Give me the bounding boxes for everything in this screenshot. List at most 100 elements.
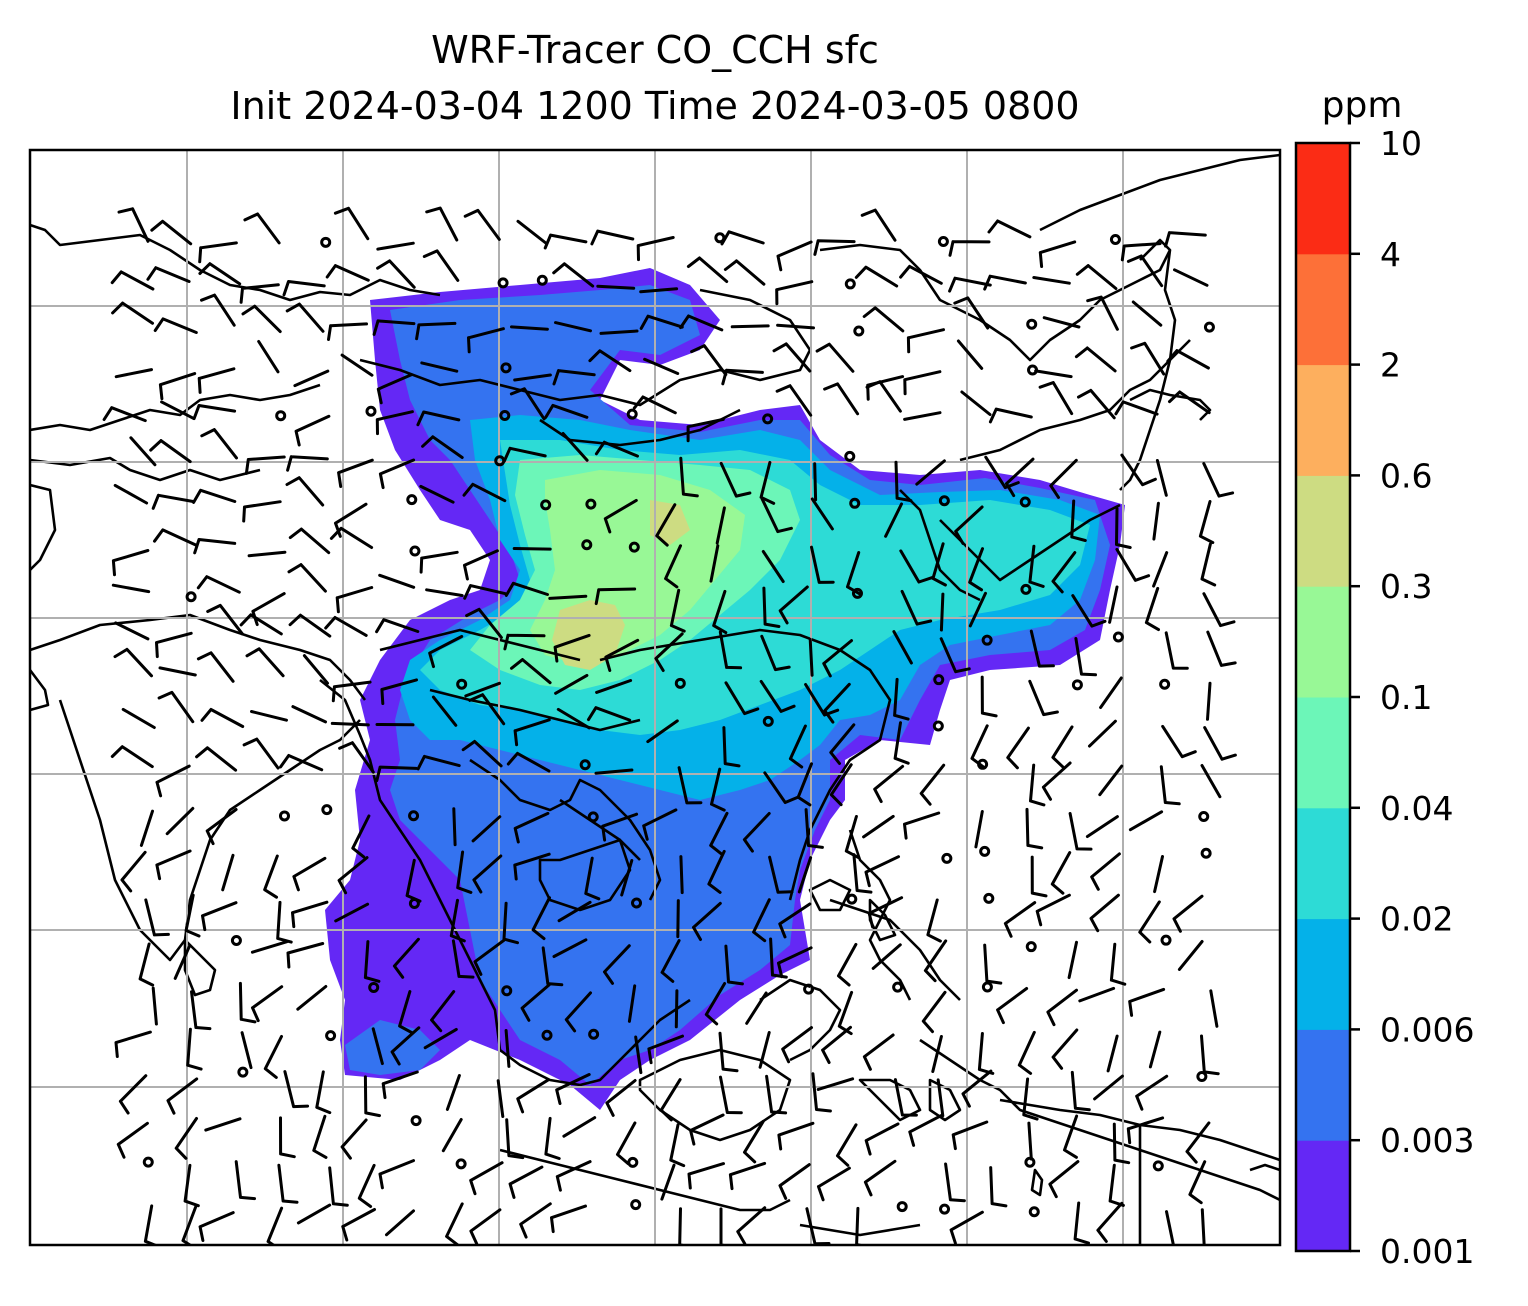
wind-barb [639, 314, 684, 330]
wind-barb [1051, 551, 1077, 594]
wind-barb [852, 853, 873, 894]
wind-barb [595, 679, 633, 694]
wind-barb [596, 284, 636, 290]
wind-barb [601, 812, 639, 842]
wind-barb [1042, 316, 1081, 329]
wind-barb [416, 754, 461, 771]
wind-barb [144, 898, 170, 937]
wind-barb [906, 328, 945, 354]
wind-barb [980, 675, 998, 718]
calm-wind-marker [409, 545, 421, 557]
wind-barb [724, 944, 744, 986]
wind-barb [1131, 300, 1163, 327]
wind-barb [151, 986, 158, 1026]
wind-barb [200, 708, 245, 728]
calm-wind-marker [585, 498, 597, 510]
wind-barb [899, 264, 943, 285]
calm-wind-marker [365, 405, 377, 417]
colorbar-tick-label: 2 [1380, 346, 1401, 385]
calm-wind-marker [941, 852, 953, 864]
wind-barb [155, 631, 193, 659]
wind-barb [720, 230, 765, 246]
wind-barb [781, 1026, 813, 1064]
wind-barb [116, 1121, 149, 1159]
wind-barb [282, 280, 326, 297]
wind-barb [1088, 719, 1117, 748]
wind-barb [1108, 1163, 1125, 1207]
wind-barb [138, 942, 155, 987]
wind-barb [1120, 453, 1157, 487]
wind-barb [1096, 1201, 1124, 1243]
wind-barb [428, 635, 464, 669]
wind-barb [247, 550, 287, 558]
wind-barb [505, 1118, 525, 1160]
wind-barb [286, 455, 329, 472]
wind-barb [110, 745, 154, 769]
wind-barb [473, 938, 506, 976]
wind-barb [149, 439, 192, 464]
wind-barb [686, 256, 729, 283]
wind-barb [763, 771, 800, 804]
wind-barb [173, 943, 192, 980]
colorbar-unit-label: ppm [1322, 85, 1403, 126]
wind-barb [375, 618, 420, 634]
wind-barb [1153, 855, 1164, 894]
wind-barb [205, 808, 238, 846]
calm-wind-marker [581, 539, 593, 551]
calm-wind-marker [896, 1201, 908, 1213]
wind-barb [340, 353, 374, 377]
wind-barb [1106, 1034, 1119, 1073]
wind-barb [519, 1202, 552, 1239]
wind-barb [357, 1163, 376, 1208]
wind-barb [960, 390, 992, 416]
wind-barb [186, 1027, 203, 1071]
wind-barb [375, 410, 414, 436]
colorbar-tick-label: 4 [1380, 235, 1401, 274]
wind-barb [1030, 855, 1048, 898]
wind-barb [709, 811, 729, 856]
wind-barb [863, 1159, 897, 1197]
wind-barb [951, 1120, 989, 1151]
calm-wind-marker [932, 720, 944, 732]
calm-wind-marker [500, 362, 512, 374]
wind-barb [1202, 592, 1236, 628]
wind-barb [206, 603, 244, 636]
calm-wind-marker [762, 715, 774, 727]
wind-barb [1203, 726, 1237, 761]
wind-barb [139, 809, 154, 847]
wind-barb [743, 1120, 765, 1164]
wind-barb [341, 1208, 376, 1242]
wind-barb [508, 1165, 544, 1199]
wind-barb [678, 1207, 688, 1245]
wind-barb [421, 435, 464, 459]
wind-barb [862, 1033, 895, 1071]
wind-barb [719, 461, 752, 498]
calm-wind-marker [981, 981, 993, 993]
calm-wind-marker [674, 677, 686, 689]
wind-barb [238, 981, 257, 1024]
wind-barb [730, 324, 770, 329]
wind-barb [554, 673, 589, 695]
wind-barb [312, 1114, 328, 1159]
wind-barb [718, 630, 743, 670]
wind-barb [1085, 815, 1119, 838]
colorbar-tick-label: 0.6 [1380, 456, 1432, 495]
wind-barb [452, 807, 457, 847]
wind-barb [715, 506, 726, 545]
wind-barb [114, 368, 153, 379]
calm-wind-marker [456, 678, 468, 690]
wind-barb [829, 723, 856, 765]
map-frame [28, 148, 1282, 1247]
wind-barb [129, 436, 157, 467]
wind-barb [1068, 812, 1093, 851]
wind-barb [279, 754, 324, 772]
calm-wind-marker [540, 499, 552, 511]
wind-barb [296, 1203, 332, 1225]
wind-barb [1168, 390, 1211, 415]
wind-barb [416, 410, 461, 427]
wind-barb [692, 901, 722, 941]
wind-barb [948, 240, 991, 257]
wind-barb [221, 853, 235, 892]
wind-barb [893, 1078, 918, 1117]
